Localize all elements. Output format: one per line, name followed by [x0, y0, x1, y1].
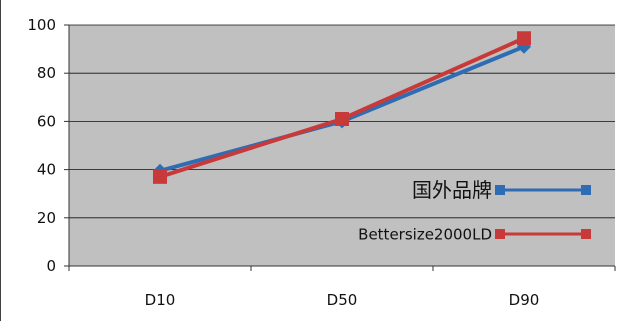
legend-marker-end-0: [581, 185, 591, 195]
x-tick-label-d90: D90: [509, 291, 540, 309]
series-1-point-d10: [153, 169, 167, 184]
y-tick-label-100: 100: [27, 16, 56, 34]
series-1-point-d90: [517, 31, 531, 46]
legend-marker-start-1: [495, 229, 505, 239]
x-tick-label-d50: D50: [327, 291, 358, 309]
y-tick-label-80: 80: [37, 64, 56, 82]
y-tick-label-0: 0: [46, 257, 56, 275]
legend-label-0: 国外品牌: [412, 178, 492, 202]
legend-marker-start-0: [495, 185, 505, 195]
plot-area: [69, 25, 615, 266]
y-tick-label-20: 20: [37, 209, 56, 227]
series-1-point-d50: [335, 111, 349, 126]
legend-label-1: Bettersize2000LD: [358, 225, 492, 243]
y-tick-label-60: 60: [37, 112, 56, 130]
x-tick-label-d10: D10: [145, 291, 176, 309]
y-tick-label-40: 40: [37, 161, 56, 179]
legend-marker-end-1: [581, 229, 591, 239]
